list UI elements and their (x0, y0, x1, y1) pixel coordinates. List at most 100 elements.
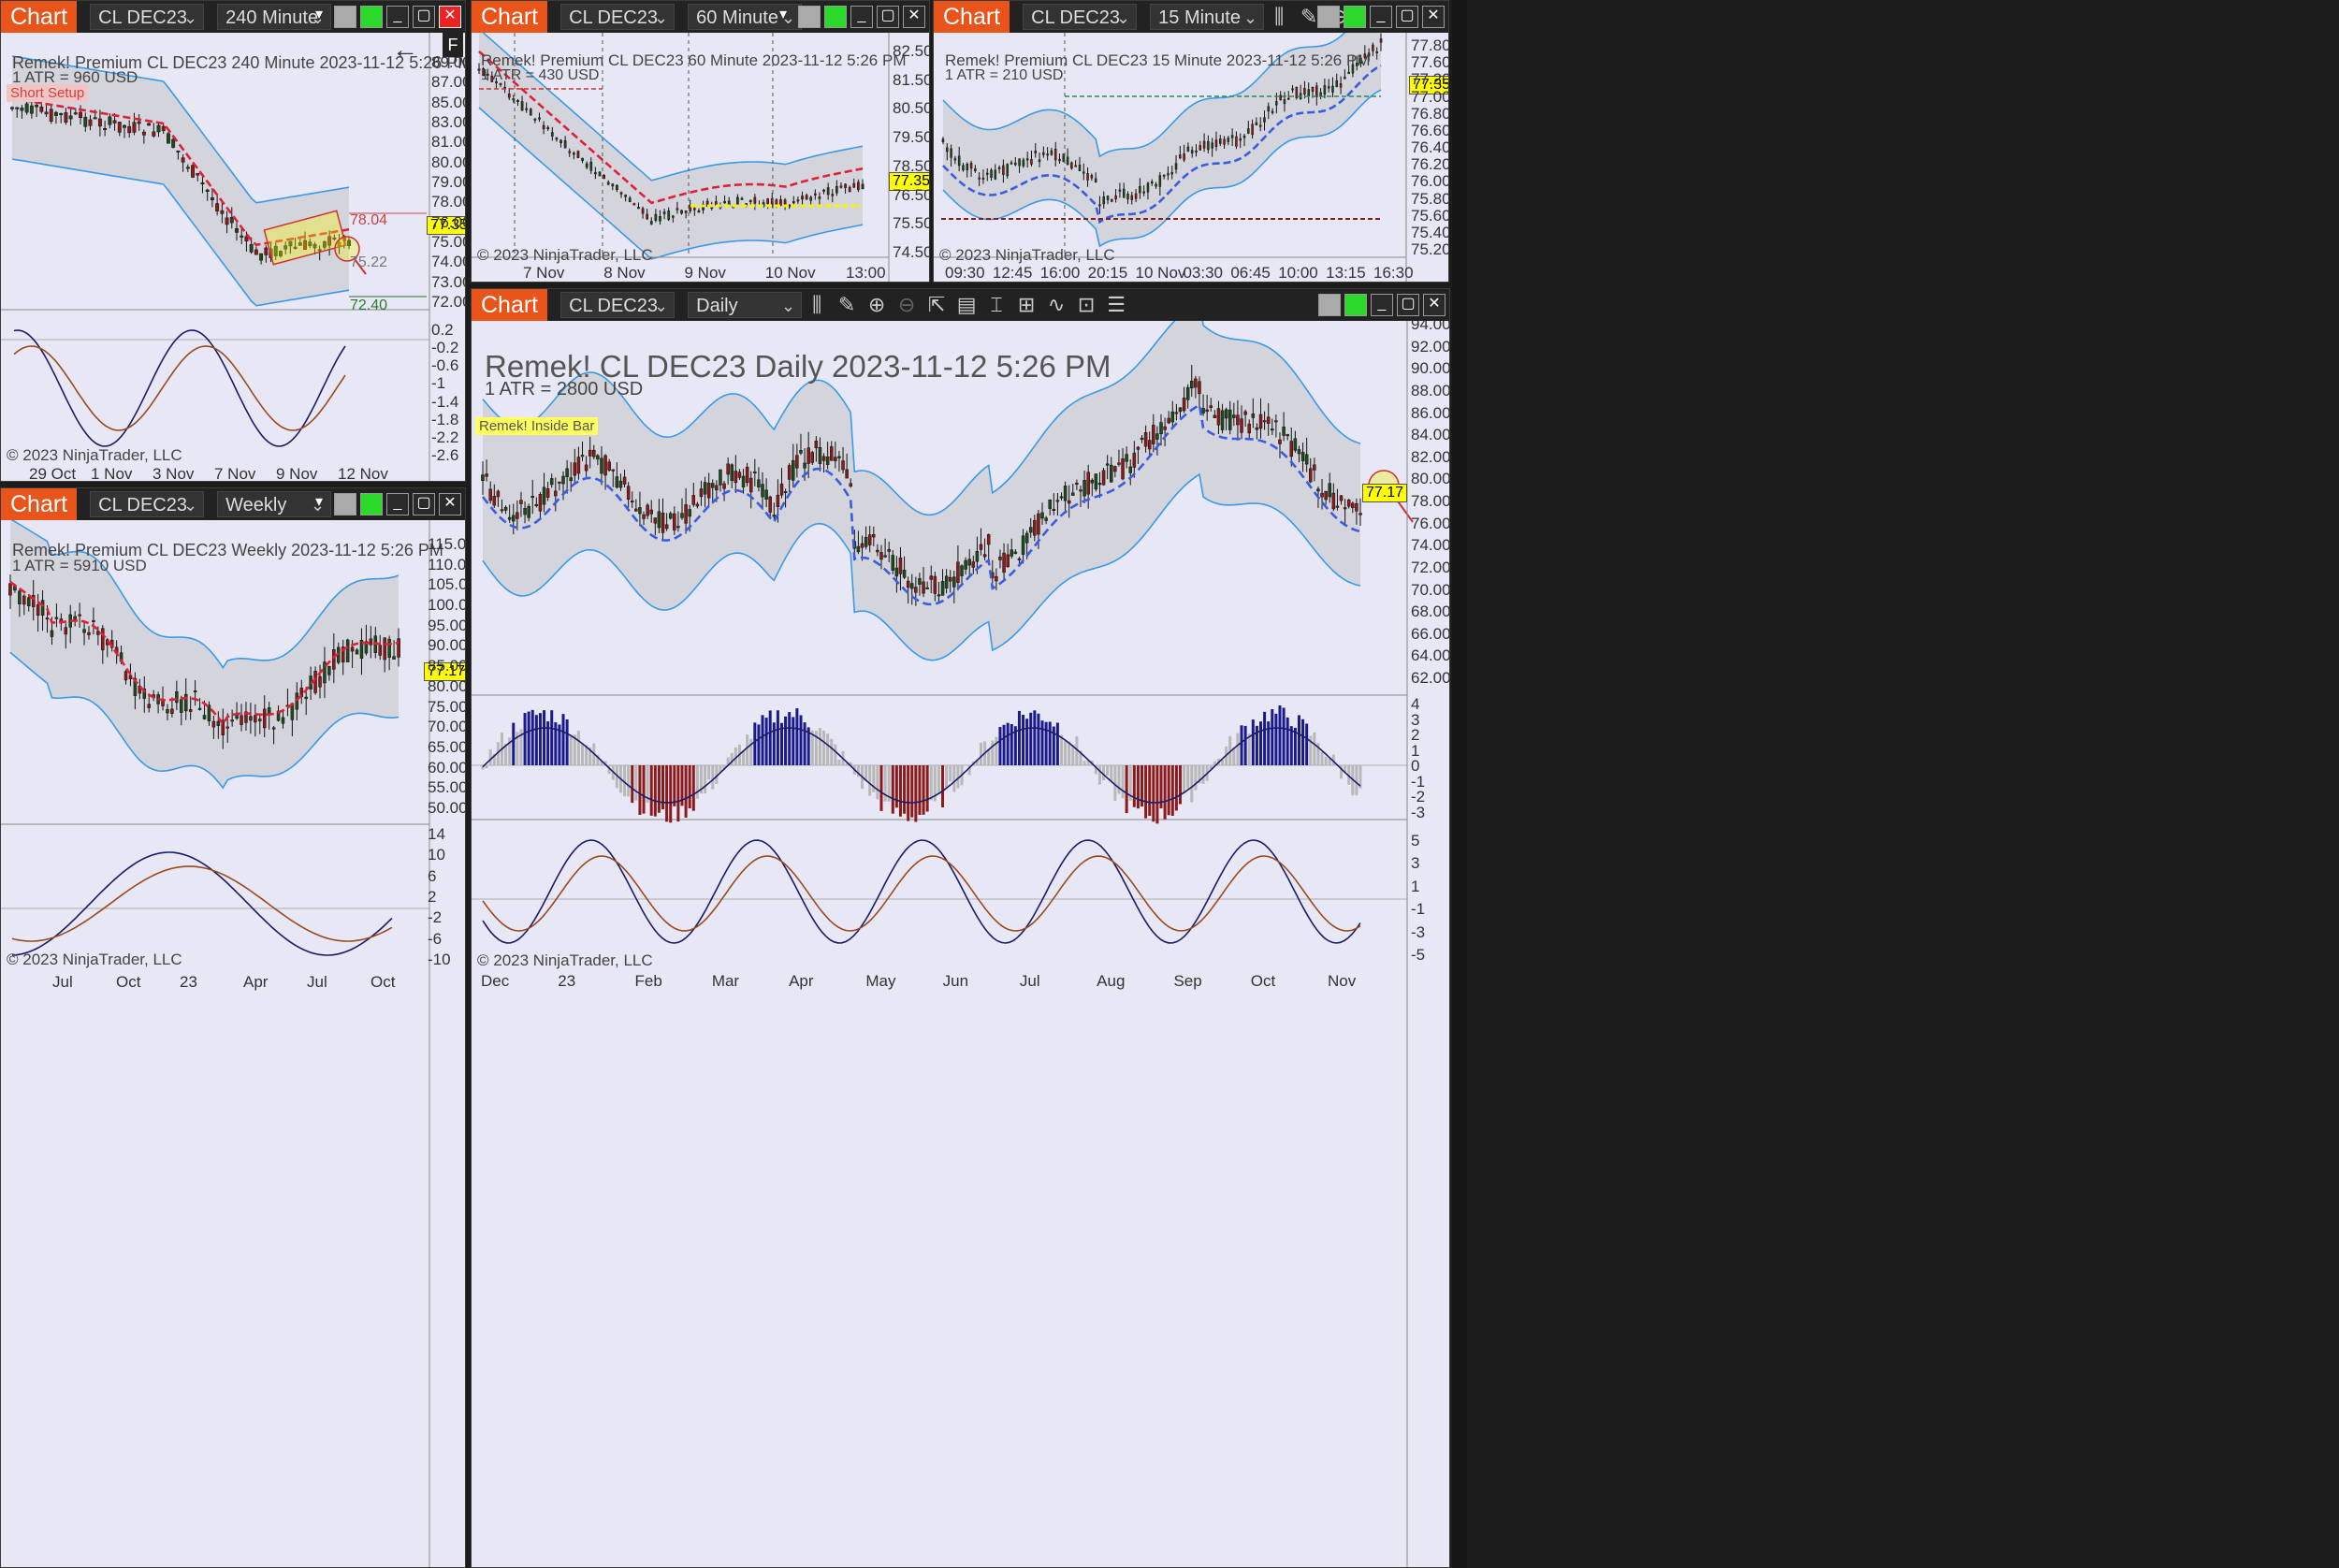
candle-body (856, 545, 861, 553)
badge-f[interactable]: F (443, 33, 463, 57)
close-button[interactable]: ✕ (903, 6, 925, 28)
candle-body (249, 244, 254, 253)
link-color-button[interactable] (334, 6, 356, 28)
pencil-icon[interactable]: ✎ (837, 293, 856, 316)
axis-tick-label: 72.00 (431, 293, 465, 311)
chart-menu-tab[interactable]: Chart (1, 488, 78, 520)
atr-band-lower (942, 89, 1382, 248)
dropdown-arrow-icon[interactable]: ▾ (314, 494, 324, 510)
chart-plot-area[interactable]: Remek! Premium CL DEC23 15 Minute 2023-1… (934, 33, 1448, 282)
data-box-icon[interactable]: ▤ (956, 293, 977, 316)
candle-body (1351, 502, 1355, 508)
candle-body (549, 478, 554, 486)
histogram-bar (561, 714, 565, 765)
candle-body (196, 173, 200, 176)
histogram-bar (680, 765, 684, 806)
instrument-selector[interactable]: CL DEC23 ⌄ (560, 4, 676, 30)
chart-plot-area[interactable]: Remek! CL DEC23 Daily 2023-11-12 5:26 PM… (472, 321, 1449, 1567)
link-color-button[interactable] (798, 6, 821, 28)
candle-body (776, 494, 780, 507)
minimize-button[interactable]: _ (386, 493, 409, 515)
histogram-bar (1232, 748, 1236, 765)
chart-menu-tab[interactable]: Chart (472, 289, 548, 321)
histogram-bar (573, 734, 576, 765)
candle-body (1224, 409, 1228, 419)
histogram-bar (512, 722, 516, 765)
drawing-tools-icon[interactable]: ∿ (1047, 293, 1066, 316)
minimize-button[interactable]: _ (386, 6, 409, 28)
chart-menu-tab[interactable]: Chart (472, 1, 548, 33)
candle-body (1211, 142, 1213, 149)
chart-plot-area[interactable]: Remek! Premium CL DEC23 60 Minute 2023-1… (472, 33, 929, 282)
minimize-button[interactable]: _ (850, 6, 873, 28)
chart-plot-area[interactable]: Remek! Premium CL DEC23 240 Minute 2023-… (1, 33, 465, 481)
histogram-bar (623, 765, 627, 797)
close-button[interactable]: ✕ (439, 6, 461, 28)
back-arrow-icon[interactable]: ← (392, 35, 418, 64)
minimize-button[interactable]: _ (1371, 294, 1393, 316)
zoom-out-icon[interactable]: ⊖ (897, 293, 916, 316)
candle-body (1034, 151, 1038, 153)
link-green-button[interactable] (824, 6, 847, 28)
close-button[interactable]: ✕ (439, 493, 461, 515)
link-green-button[interactable] (1344, 294, 1367, 316)
histogram-bar (726, 757, 730, 765)
link-green-button[interactable] (1344, 6, 1366, 28)
candle-body (1324, 490, 1328, 501)
bar-style-icon[interactable]: ⫼ (812, 293, 822, 316)
histogram-bar (1263, 711, 1267, 765)
interval-selector[interactable]: 60 Minute ⌄ (688, 4, 803, 30)
minimize-button[interactable]: _ (1370, 6, 1392, 28)
properties-icon[interactable]: ☰ (1107, 293, 1126, 316)
candle-body (979, 544, 983, 550)
candle-body (185, 167, 190, 169)
maximize-button[interactable]: ▢ (413, 6, 435, 28)
axis-tick-label: -3 (1411, 804, 1426, 821)
chart-toolbar: Chart CL DEC23⌄ Weekly⌄ ⫼ ▾ _ ▢ ✕ (1, 488, 465, 520)
candle-body (1311, 86, 1315, 93)
time-axis-label: 23 (558, 972, 576, 990)
cursor-icon[interactable]: ⇱ (927, 293, 946, 316)
strategies-icon[interactable]: ⊞ (1017, 293, 1036, 316)
histogram-bar (485, 765, 488, 769)
chart-menu-tab[interactable]: Chart (1, 1, 78, 33)
maximize-button[interactable]: ▢ (877, 6, 899, 28)
histogram-bar (1278, 705, 1282, 765)
interval-selector[interactable]: Daily ⌄ (688, 292, 803, 318)
maximize-button[interactable]: ▢ (1396, 6, 1418, 28)
bar-style-icon[interactable]: ⫼ (1274, 5, 1285, 28)
dropdown-arrow-icon[interactable]: ▾ (778, 7, 788, 22)
chart-plot-area[interactable]: Remek! Premium CL DEC23 Weekly 2023-11-1… (1, 520, 465, 1567)
candle-body (783, 199, 787, 206)
atr-label: 1 ATR = 960 USD (12, 68, 138, 86)
chart-menu-tab[interactable]: Chart (934, 1, 1010, 33)
interval-selector[interactable]: 15 Minute ⌄ (1150, 4, 1265, 30)
link-green-button[interactable] (360, 6, 383, 28)
interval-selector[interactable]: Weekly ⌄ (217, 491, 332, 517)
candle-body (1024, 532, 1029, 544)
instrument-selector[interactable]: CL DEC23 ⌄ (560, 292, 676, 318)
candle-body (127, 125, 132, 134)
candle-body (397, 638, 400, 658)
link-color-button[interactable] (334, 493, 356, 515)
dropdown-arrow-icon[interactable]: ▾ (314, 7, 324, 22)
close-button[interactable]: ✕ (1423, 294, 1446, 316)
instrument-selector[interactable]: CL DEC23 ⌄ (1023, 4, 1138, 30)
pencil-icon[interactable]: ✎ (1300, 5, 1318, 28)
candle-body (519, 500, 523, 504)
zoom-in-icon[interactable]: ⊕ (867, 293, 886, 316)
close-button[interactable]: ✕ (1422, 6, 1445, 28)
link-color-button[interactable] (1317, 6, 1340, 28)
histogram-bar (1198, 765, 1201, 784)
templates-icon[interactable]: ⊡ (1077, 293, 1096, 316)
maximize-button[interactable]: ▢ (1397, 294, 1419, 316)
instrument-selector[interactable]: CL DEC23 ⌄ (90, 4, 205, 30)
maximize-button[interactable]: ▢ (413, 493, 435, 515)
instrument-selector[interactable]: CL DEC23 ⌄ (90, 491, 205, 517)
candle-body (529, 109, 532, 116)
link-green-button[interactable] (360, 493, 383, 515)
interval-selector[interactable]: 240 Minute ⌄ (217, 4, 332, 30)
candle-body (1042, 152, 1045, 155)
indicators-icon[interactable]: ⌶ (990, 293, 1003, 316)
link-color-button[interactable] (1318, 294, 1341, 316)
